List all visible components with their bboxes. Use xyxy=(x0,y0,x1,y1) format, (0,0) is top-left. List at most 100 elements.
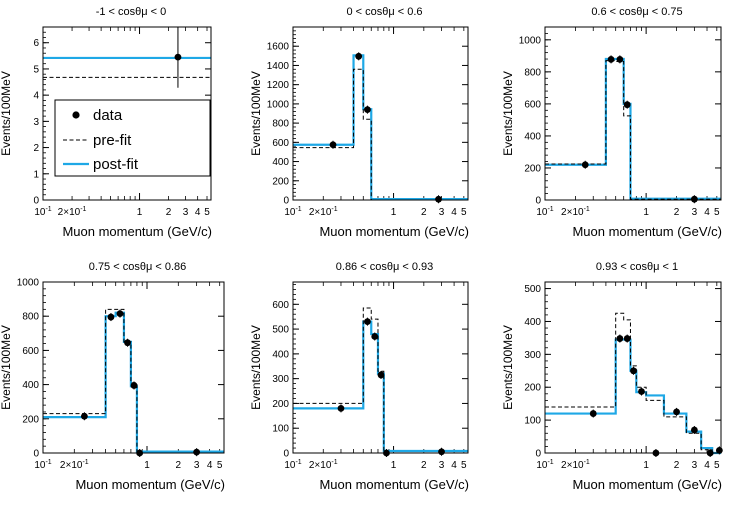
y-tick-label: 600 xyxy=(272,138,289,149)
y-tick-label: 1400 xyxy=(267,61,290,72)
x-tick-label: 5 xyxy=(461,460,467,471)
x-tick-label-exp: -1 xyxy=(82,459,88,466)
x-tick-label: 4 xyxy=(195,207,201,218)
x-tick-label-exp: -1 xyxy=(80,206,86,213)
y-tick-label: 200 xyxy=(524,163,541,174)
x-tick-label: 10-1 xyxy=(536,206,553,218)
y-tick-label: 6 xyxy=(33,38,39,49)
data-point xyxy=(355,52,363,60)
y-tick-label: 4 xyxy=(33,91,39,102)
y-tick-label: 600 xyxy=(524,99,541,110)
x-tick-label: 2 xyxy=(674,460,680,471)
x-tick-label: 2×10-1 xyxy=(60,459,89,471)
y-tick-label: 400 xyxy=(524,317,541,328)
legend-data-marker xyxy=(72,111,80,119)
data-point xyxy=(364,318,371,326)
x-tick-label: 2×10-1 xyxy=(309,206,338,218)
data-point xyxy=(589,410,597,417)
y-axis-label: Events/100MeV xyxy=(0,325,13,410)
y-axis-label: Events/100MeV xyxy=(249,71,263,156)
x-tick-label: 1 xyxy=(144,460,150,471)
x-tick-label-exp: -1 xyxy=(584,459,590,466)
y-tick-label: 400 xyxy=(272,157,289,168)
x-tick-label-base: 10 xyxy=(536,460,548,471)
x-axis-label: Muon momentum (GeV/c) xyxy=(572,224,722,239)
prefit-histogram xyxy=(545,312,721,454)
x-tick-label: 2×10-1 xyxy=(58,206,87,218)
panel-4: 0.75 < cosθμ < 0.86 Events/100MeV Muon mom… xyxy=(0,261,225,492)
x-tick-label: 5 xyxy=(217,460,223,471)
x-tick-label-exp: -1 xyxy=(331,459,337,466)
y-tick-label: 200 xyxy=(524,383,541,394)
x-tick-label: 2 xyxy=(421,460,427,471)
y-tick-label: 1 xyxy=(33,169,39,180)
y-tick-label: 200 xyxy=(272,176,289,187)
y-tick-label: 5 xyxy=(33,64,39,75)
panel-3: 0.6 < cosθμ < 0.75 Events/100MeV Muon mome… xyxy=(501,6,722,239)
data-point xyxy=(673,408,680,416)
y-tick-label: 400 xyxy=(272,349,289,360)
panel-title: 0.93 < cosθμ < 1 xyxy=(596,261,678,273)
y-tick-label: 0 xyxy=(33,196,39,207)
data-point xyxy=(690,426,698,434)
y-axis-label: Events/100MeV xyxy=(249,325,263,410)
x-tick-label: 3 xyxy=(692,207,698,218)
y-tick-label: 1000 xyxy=(519,35,542,46)
x-tick-label-base: 2×10 xyxy=(561,460,584,471)
data-point xyxy=(638,388,645,395)
y-tick-label: 400 xyxy=(524,131,541,142)
data-point xyxy=(623,335,631,342)
data-point xyxy=(371,333,379,340)
panel-1: -1 < cosθμ < 0 Events/100MeV Muon momentum… xyxy=(0,6,212,239)
data-point xyxy=(107,313,115,321)
plot-frame xyxy=(292,281,469,454)
data-point xyxy=(364,106,371,114)
y-tick-label: 500 xyxy=(524,284,541,295)
data-point xyxy=(435,195,442,203)
y-tick-label: 600 xyxy=(272,300,289,311)
x-tick-label: 5 xyxy=(714,207,720,218)
data-point xyxy=(616,55,624,63)
x-tick-label-base: 2×10 xyxy=(309,460,332,471)
x-tick-label-base: 10 xyxy=(536,207,548,218)
y-tick-label: 500 xyxy=(272,325,289,336)
x-tick-label-base: 10 xyxy=(284,207,296,218)
y-tick-label: 100 xyxy=(272,424,289,435)
prefit-histogram xyxy=(545,60,721,200)
y-tick-label: 200 xyxy=(22,414,39,425)
data-point xyxy=(438,448,445,456)
data-point xyxy=(377,371,385,379)
data-point xyxy=(630,367,637,375)
y-tick-label: 0 xyxy=(283,449,289,460)
x-tick-label: 3 xyxy=(439,460,445,471)
panel-title: 0 < cosθμ < 0.6 xyxy=(346,6,422,18)
x-tick-label: 10-1 xyxy=(34,459,51,471)
x-tick-label-exp: -1 xyxy=(45,206,51,213)
x-tick-label: 5 xyxy=(204,207,210,218)
data-point xyxy=(80,412,88,420)
x-axis-label: Muon momentum (GeV/c) xyxy=(319,477,469,492)
x-tick-label: 10-1 xyxy=(284,459,301,471)
y-tick-label: 2 xyxy=(33,143,39,154)
data-point xyxy=(116,310,124,318)
x-tick-label: 2 xyxy=(421,207,427,218)
prefit-histogram xyxy=(293,68,468,201)
x-tick-label-exp: -1 xyxy=(295,459,301,466)
panel-2: 0 < cosθμ < 0.6 Events/100MeV Muon momentu… xyxy=(249,6,469,239)
x-tick-label: 1 xyxy=(643,207,649,218)
x-tick-label-base: 10 xyxy=(34,207,46,218)
x-tick-label-exp: -1 xyxy=(547,206,553,213)
data-point xyxy=(623,101,631,109)
data-point xyxy=(329,141,337,149)
y-axis-label: Events/100MeV xyxy=(0,71,13,156)
x-tick-label: 2 xyxy=(166,207,172,218)
plot-frame xyxy=(544,26,722,201)
legend: data pre-fit post-fit xyxy=(54,99,211,177)
x-tick-label: 5 xyxy=(461,207,467,218)
x-tick-label-base: 10 xyxy=(34,460,46,471)
x-tick-label: 4 xyxy=(207,460,213,471)
x-tick-label: 2 xyxy=(176,460,182,471)
y-tick-label: 600 xyxy=(22,346,39,357)
x-tick-label: 4 xyxy=(451,207,457,218)
